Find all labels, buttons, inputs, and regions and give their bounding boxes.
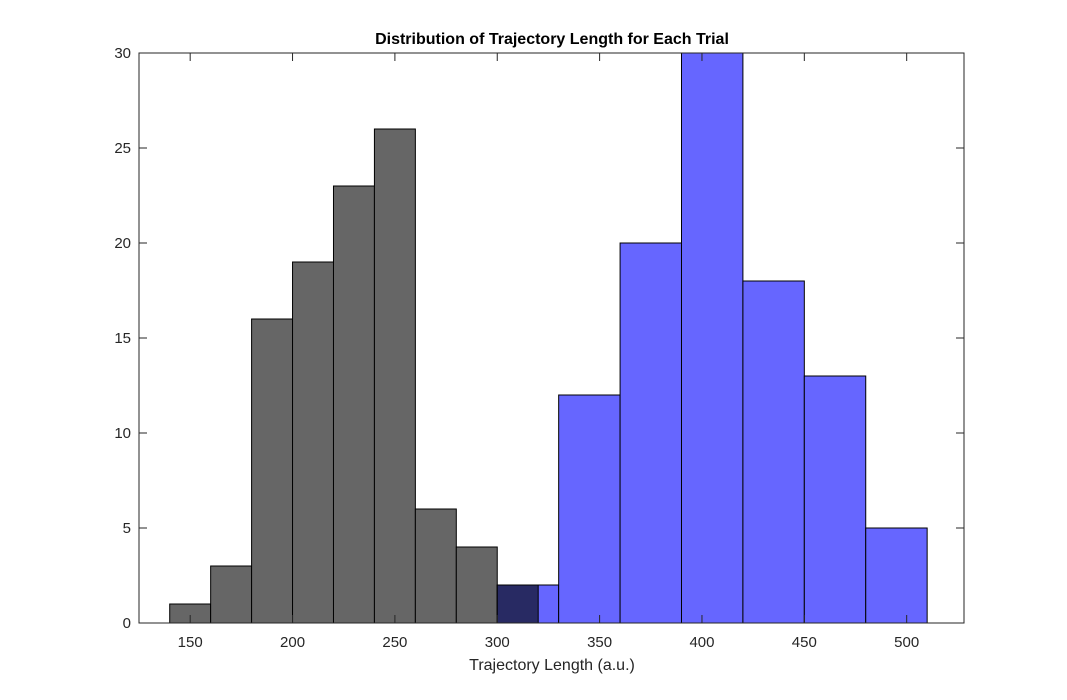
series-2-bar-2: [558, 394, 621, 624]
series-1-bar-7: [414, 508, 457, 624]
y-tick-label-5: 5: [123, 520, 131, 537]
series-2-bar-5: [742, 280, 805, 624]
x-tick-label-350: 350: [587, 634, 612, 651]
series-2-bar-7: [865, 527, 928, 624]
y-tick-label-0: 0: [123, 615, 131, 632]
x-tick-label-200: 200: [280, 634, 305, 651]
y-tick-label-30: 30: [114, 45, 131, 62]
series-1-bar-3: [251, 318, 294, 624]
ticks-layer: 150 200 250 300 350 400 450 500 0 5 10 15 20 25 30: [114, 45, 964, 651]
chart-title: Distribution of Trajectory Length for Ea…: [375, 31, 729, 48]
bars-layer: [169, 52, 928, 624]
x-tick-label-250: 250: [382, 634, 407, 651]
x-tick-label-400: 400: [689, 634, 714, 651]
y-tick-label-25: 25: [114, 140, 131, 157]
x-tick-label-500: 500: [894, 634, 919, 651]
series-2-bar-4: [680, 52, 744, 624]
series-2-bar-3: [619, 242, 682, 624]
x-axis-label: Trajectory Length (a.u.): [469, 657, 635, 674]
y-tick-label-15: 15: [114, 330, 131, 347]
x-tick-label-150: 150: [178, 634, 203, 651]
series-1-bar-5: [332, 185, 375, 624]
y-tick-label-10: 10: [114, 425, 131, 442]
series-1-bar-4: [292, 261, 334, 624]
series-1-bar-8: [455, 546, 498, 624]
series-1-bar-6: [373, 128, 416, 624]
overlap-bar-1: [496, 584, 539, 624]
y-tick-label-20: 20: [114, 235, 131, 252]
series-1-bar-2: [210, 565, 253, 624]
series-2-bar-6: [803, 375, 867, 624]
x-tick-label-300: 300: [485, 634, 510, 651]
x-tick-label-450: 450: [792, 634, 817, 651]
